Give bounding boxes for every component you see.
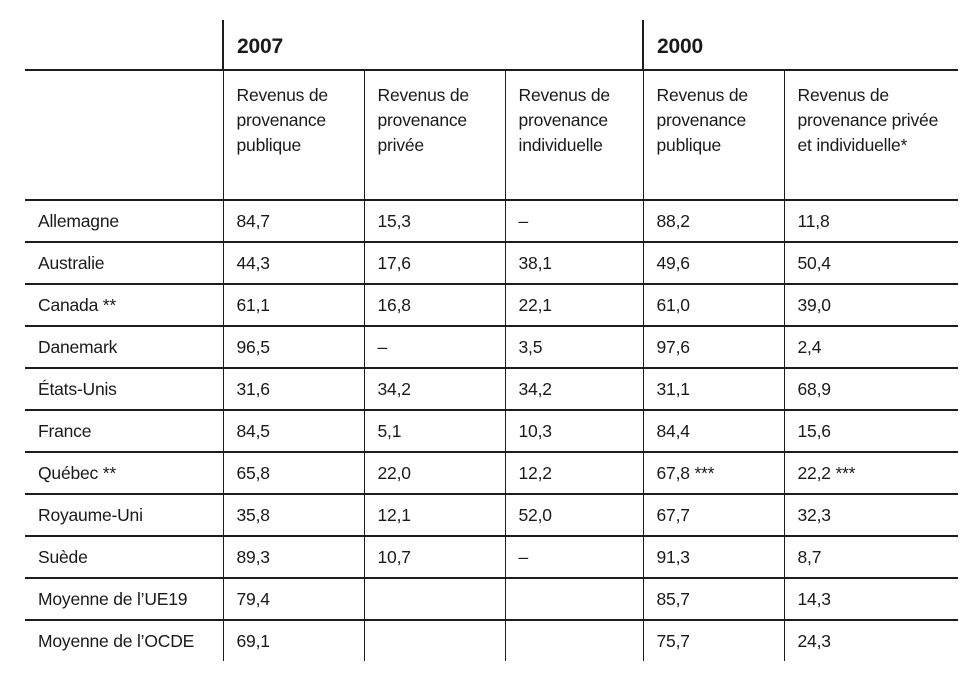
cell-value: 79,4 xyxy=(222,578,364,621)
column-header-2007-privee: Revenus de provenance privée xyxy=(363,70,505,201)
table-row-allemagne: Allemagne 84,7 15,3 – 88,2 11,8 xyxy=(25,200,959,243)
table-row-suede: Suède 89,3 10,7 – 91,3 8,7 xyxy=(25,536,959,579)
cell-value: 84,7 xyxy=(222,200,364,243)
table-row-france: France 84,5 5,1 10,3 84,4 15,6 xyxy=(25,410,959,453)
cell-value xyxy=(504,620,644,661)
cell-value: 32,3 xyxy=(783,494,959,537)
year-header-row: 2007 2000 xyxy=(25,20,959,71)
cell-value: 8,7 xyxy=(783,536,959,579)
cell-value: 67,7 xyxy=(642,494,785,537)
cell-value: 84,5 xyxy=(222,410,364,453)
cell-value: 22,0 xyxy=(363,452,505,495)
cell-value: 12,2 xyxy=(504,452,644,495)
cell-value: 67,8 *** xyxy=(642,452,785,495)
cell-value: 61,1 xyxy=(222,284,364,327)
table-row-moyenne-ue19: Moyenne de l’UE19 79,4 85,7 14,3 xyxy=(25,578,959,621)
row-label: Canada ** xyxy=(25,284,223,327)
cell-value: 39,0 xyxy=(783,284,959,327)
cell-value: 24,3 xyxy=(783,620,959,661)
row-label: France xyxy=(25,410,223,453)
cell-value: 31,1 xyxy=(642,368,785,411)
cell-value: 52,0 xyxy=(504,494,644,537)
cell-value: 85,7 xyxy=(642,578,785,621)
table-row-etats-unis: États-Unis 31,6 34,2 34,2 31,1 68,9 xyxy=(25,368,959,411)
table-row-danemark: Danemark 96,5 – 3,5 97,6 2,4 xyxy=(25,326,959,369)
column-header-row: Revenus de provenance publique Revenus d… xyxy=(25,70,959,201)
cell-value: 88,2 xyxy=(642,200,785,243)
cell-value: 11,8 xyxy=(783,200,959,243)
cell-value: 15,3 xyxy=(363,200,505,243)
cell-value: 10,7 xyxy=(363,536,505,579)
cell-value xyxy=(504,578,644,621)
cell-value: 22,1 xyxy=(504,284,644,327)
cell-value: 61,0 xyxy=(642,284,785,327)
cell-value: 50,4 xyxy=(783,242,959,285)
cell-value: 2,4 xyxy=(783,326,959,369)
cell-value: 3,5 xyxy=(504,326,644,369)
cell-value: 75,7 xyxy=(642,620,785,661)
column-header-2007-publique: Revenus de provenance publique xyxy=(222,70,364,201)
cell-value: 12,1 xyxy=(363,494,505,537)
cell-value: 89,3 xyxy=(222,536,364,579)
column-header-2007-individuelle: Revenus de provenance individuelle xyxy=(504,70,644,201)
cell-value: 84,4 xyxy=(642,410,785,453)
cell-value: 17,6 xyxy=(363,242,505,285)
revenue-sources-table: 2007 2000 Revenus de provenance publique… xyxy=(25,20,959,661)
table-row-moyenne-ocde: Moyenne de l’OCDE 69,1 75,7 24,3 xyxy=(25,620,959,661)
cell-value: 34,2 xyxy=(363,368,505,411)
cell-value: 31,6 xyxy=(222,368,364,411)
cell-value: 38,1 xyxy=(504,242,644,285)
cell-value: 91,3 xyxy=(642,536,785,579)
row-label: Moyenne de l’UE19 xyxy=(25,578,223,621)
corner-cell xyxy=(25,70,223,201)
cell-value: 97,6 xyxy=(642,326,785,369)
row-label: États-Unis xyxy=(25,368,223,411)
table-row-australie: Australie 44,3 17,6 38,1 49,6 50,4 xyxy=(25,242,959,285)
cell-value: 5,1 xyxy=(363,410,505,453)
cell-value: 34,2 xyxy=(504,368,644,411)
table-row-canada: Canada ** 61,1 16,8 22,1 61,0 39,0 xyxy=(25,284,959,327)
cell-value xyxy=(363,620,505,661)
row-label: Suède xyxy=(25,536,223,579)
row-label: Québec ** xyxy=(25,452,223,495)
cell-value: 96,5 xyxy=(222,326,364,369)
row-label: Australie xyxy=(25,242,223,285)
cell-value: 68,9 xyxy=(783,368,959,411)
cell-value: – xyxy=(363,326,505,369)
year-header-2007: 2007 xyxy=(221,20,644,71)
cell-value: 22,2 *** xyxy=(783,452,959,495)
cell-value: 35,8 xyxy=(222,494,364,537)
row-label: Allemagne xyxy=(25,200,223,243)
corner-cell xyxy=(25,20,223,71)
cell-value: 65,8 xyxy=(222,452,364,495)
cell-value: – xyxy=(504,200,644,243)
column-header-2000-privee-individuelle: Revenus de provenance privée et individu… xyxy=(783,70,959,201)
cell-value: 15,6 xyxy=(783,410,959,453)
cell-value: 16,8 xyxy=(363,284,505,327)
cell-value xyxy=(363,578,505,621)
row-label: Royaume-Uni xyxy=(25,494,223,537)
table-row-quebec: Québec ** 65,8 22,0 12,2 67,8 *** 22,2 *… xyxy=(25,452,959,495)
row-label: Moyenne de l’OCDE xyxy=(38,630,195,651)
year-header-2000: 2000 xyxy=(642,20,959,71)
row-label: Danemark xyxy=(25,326,223,369)
cell-value: 44,3 xyxy=(222,242,364,285)
table-row-royaume-uni: Royaume-Uni 35,8 12,1 52,0 67,7 32,3 xyxy=(25,494,959,537)
cell-value: 14,3 xyxy=(783,578,959,621)
cell-value: 10,3 xyxy=(504,410,644,453)
column-header-2000-publique: Revenus de provenance publique xyxy=(642,70,785,201)
cell-value: – xyxy=(504,536,644,579)
cell-value: 49,6 xyxy=(642,242,785,285)
cell-value: 69,1 xyxy=(222,620,364,661)
